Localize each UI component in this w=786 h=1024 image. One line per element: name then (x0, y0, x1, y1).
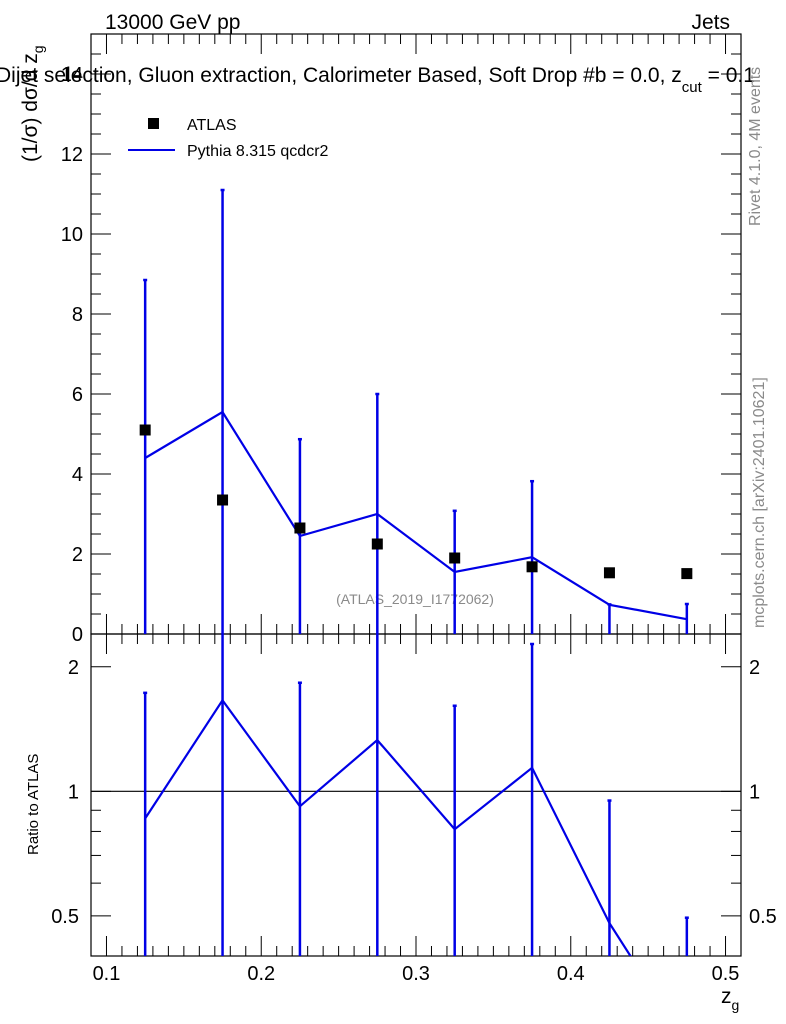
xlabel-sub: g (732, 997, 740, 1013)
main-ytick-label: 4 (72, 464, 83, 486)
main-ytick-label: 8 (72, 304, 83, 326)
ratio-ytick-label-right: 0.5 (749, 906, 777, 928)
ratio-ytick-label-right: 2 (749, 657, 760, 679)
main-ytick-label: 2 (72, 544, 83, 566)
legend-mc-label: Pythia 8.315 qcdcr2 (187, 143, 329, 160)
analysis-watermark: (ATLAS_2019_I1772062) (336, 591, 494, 607)
ratio-mc-line (144, 698, 632, 956)
main-ytick-label: 10 (61, 224, 83, 246)
atlas-data-point (294, 522, 306, 534)
data-layer (139, 188, 693, 956)
main-ylabel-sub: g (30, 45, 46, 53)
atlas-data-point (526, 561, 538, 573)
plot-title: Dijet selection, Gluon extraction, Calor… (0, 64, 755, 96)
atlas-data-point (449, 552, 461, 564)
xtick-label: 0.2 (247, 963, 275, 985)
atlas-data-point (681, 568, 693, 580)
atlas-data-point (139, 424, 151, 436)
ratio-panel-frame (90, 633, 742, 957)
main-ylabel: (1/σ) dσ/d zg (19, 45, 46, 162)
header-right: Jets (691, 11, 730, 34)
plot-title-tail: = 0.1 (702, 64, 755, 87)
main-ylabel-text: (1/σ) dσ/d z (19, 53, 42, 162)
xtick-label: 0.3 (402, 963, 430, 985)
atlas-data-point (217, 494, 229, 506)
ratio-ytick-label: 2 (68, 657, 79, 679)
xlabel-text: z (721, 985, 732, 1008)
main-ytick-label: 14 (61, 64, 83, 86)
main-ytick-label: 0 (72, 624, 83, 646)
atlas-data-point (371, 538, 383, 550)
xtick-label: 0.1 (93, 963, 121, 985)
legend-data-label: ATLAS (187, 117, 237, 134)
ratio-ytick-label: 0.5 (51, 906, 79, 928)
xtick-label: 0.5 (712, 963, 740, 985)
atlas-data-point (603, 567, 615, 579)
rivet-label: Rivet 4.1.0, 4M events (747, 67, 764, 226)
ratio-ylabel: Ratio to ATLAS (25, 754, 42, 855)
header-left: 13000 GeV pp (105, 11, 240, 34)
mcplots-label: mcplots.cern.ch [arXiv:2401.10621] (751, 377, 768, 628)
plot-title-main: Dijet selection, Gluon extraction, Calor… (0, 64, 682, 87)
ratio-ytick-label: 1 (68, 781, 79, 803)
legend-data-marker (148, 118, 159, 129)
xlabel: zg (721, 985, 739, 1013)
main-ytick-label: 12 (61, 144, 83, 166)
ratio-ytick-label-right: 1 (749, 781, 760, 803)
main-ytick-label: 6 (72, 384, 83, 406)
mc-line (144, 410, 688, 621)
plot-title-sub: cut (682, 79, 703, 96)
xtick-label: 0.4 (557, 963, 585, 985)
